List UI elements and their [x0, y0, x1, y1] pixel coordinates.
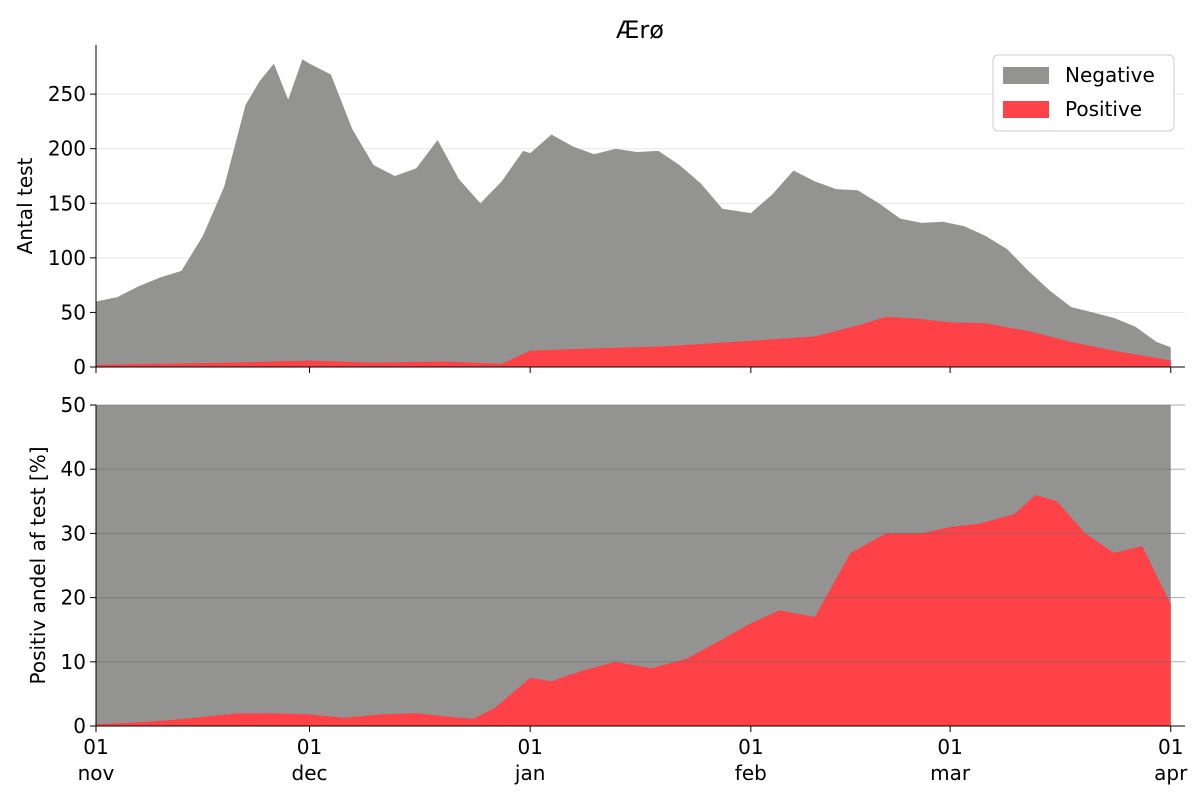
top-y-tick-label: 250	[48, 82, 86, 106]
top-x-ticks	[95, 367, 1172, 373]
x-tick-month-label: feb	[735, 761, 767, 785]
x-tick-month-label: nov	[78, 761, 115, 785]
negative-area	[96, 59, 1171, 367]
bottom-y-tick-label: 50	[61, 393, 86, 417]
positive-area	[96, 316, 1171, 367]
x-tick-month-label: apr	[1154, 761, 1188, 785]
bottom-y-tick-label: 30	[61, 521, 86, 545]
x-tick-day-label: 01	[297, 735, 322, 759]
bottom-y-tick-label: 40	[61, 457, 86, 481]
bottom-y-tick-label: 0	[73, 714, 86, 738]
x-tick-month-label: mar	[930, 761, 971, 785]
x-tick-day-label: 01	[517, 735, 542, 759]
legend-label-negative: Negative	[1065, 63, 1155, 87]
x-tick-month-label: jan	[514, 761, 546, 785]
top-y-axis-label: Antal test	[13, 157, 37, 254]
bottom-y-tick-label: 10	[61, 650, 86, 674]
top-y-tick-label: 0	[73, 355, 86, 379]
bottom-y-tick-label: 20	[61, 586, 86, 610]
legend: Negative Positive	[992, 54, 1175, 132]
x-tick-month-label: dec	[292, 761, 328, 785]
top-y-tick-label: 100	[48, 246, 86, 270]
x-tick-day-label: 01	[937, 735, 962, 759]
x-tick-day-label: 01	[83, 735, 108, 759]
bottom-y-ticks: 0 10 20 30 40 50	[61, 393, 96, 738]
bottom-y-axis-label: Positiv andel af test [%]	[26, 446, 50, 684]
x-tick-day-label: 01	[1158, 735, 1183, 759]
chart-title: Ærø	[616, 16, 664, 44]
top-y-tick-label: 150	[48, 191, 86, 215]
legend-swatch-positive	[1003, 101, 1049, 118]
legend-swatch-negative	[1003, 67, 1049, 84]
panel-test-counts: 0 50 100 150 200 250 Antal test Negative Posi…	[13, 45, 1185, 379]
legend-label-positive: Positive	[1065, 97, 1142, 121]
top-y-tick-label: 200	[48, 137, 86, 161]
top-y-ticks: 0 50 100 150 200 250	[48, 82, 96, 379]
positive-share-area	[96, 494, 1171, 726]
x-tick-day-label: 01	[738, 735, 763, 759]
top-y-tick-label: 50	[61, 300, 86, 324]
